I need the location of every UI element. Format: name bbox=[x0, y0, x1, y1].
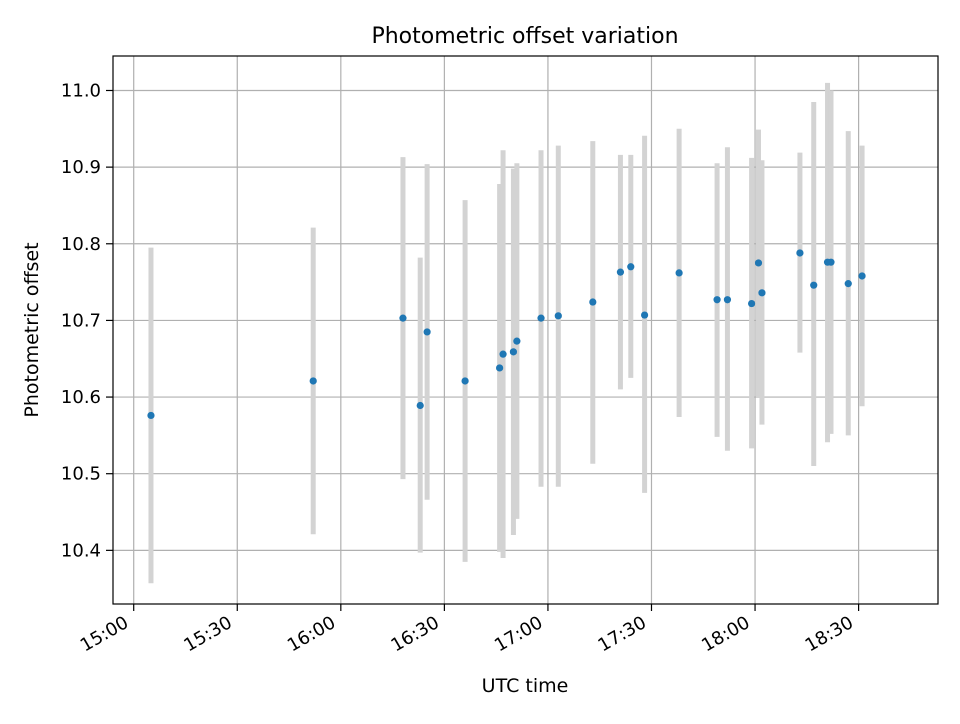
data-point bbox=[461, 377, 469, 385]
data-point bbox=[499, 350, 507, 358]
data-point bbox=[399, 314, 407, 322]
data-point bbox=[758, 289, 766, 297]
data-point bbox=[627, 263, 635, 271]
y-tick-label: 10.7 bbox=[61, 310, 101, 331]
data-point bbox=[723, 296, 732, 304]
data-point bbox=[796, 249, 804, 257]
data-point bbox=[496, 364, 504, 372]
y-axis-label: Photometric offset bbox=[21, 242, 43, 417]
chart-title: Photometric offset variation bbox=[371, 24, 678, 49]
data-point bbox=[747, 299, 756, 308]
gridlines bbox=[113, 56, 938, 604]
data-point bbox=[554, 312, 562, 320]
plot-frame bbox=[112, 55, 939, 605]
data-point bbox=[423, 328, 431, 336]
y-tick-label: 11.0 bbox=[61, 80, 101, 101]
y-tick-label: 10.4 bbox=[61, 540, 101, 561]
data-points bbox=[147, 249, 866, 420]
data-point bbox=[147, 411, 155, 420]
data-point bbox=[754, 259, 763, 267]
data-point bbox=[309, 377, 317, 385]
y-tick-label: 10.6 bbox=[61, 387, 101, 408]
y-tick-label: 10.5 bbox=[61, 464, 101, 485]
data-point bbox=[675, 269, 683, 277]
data-point bbox=[858, 272, 866, 280]
data-point bbox=[509, 348, 518, 356]
data-point bbox=[844, 280, 852, 288]
data-point bbox=[537, 314, 545, 322]
data-point bbox=[416, 401, 424, 410]
data-point bbox=[640, 311, 649, 319]
data-point bbox=[616, 268, 625, 276]
data-point bbox=[827, 258, 835, 266]
data-point bbox=[810, 281, 818, 289]
data-point bbox=[513, 337, 521, 345]
y-tick-label: 10.8 bbox=[61, 234, 101, 255]
data-point bbox=[713, 296, 721, 304]
x-axis-label: UTC time bbox=[482, 675, 569, 697]
y-tick-label: 10.9 bbox=[61, 157, 101, 178]
data-point bbox=[589, 298, 597, 306]
